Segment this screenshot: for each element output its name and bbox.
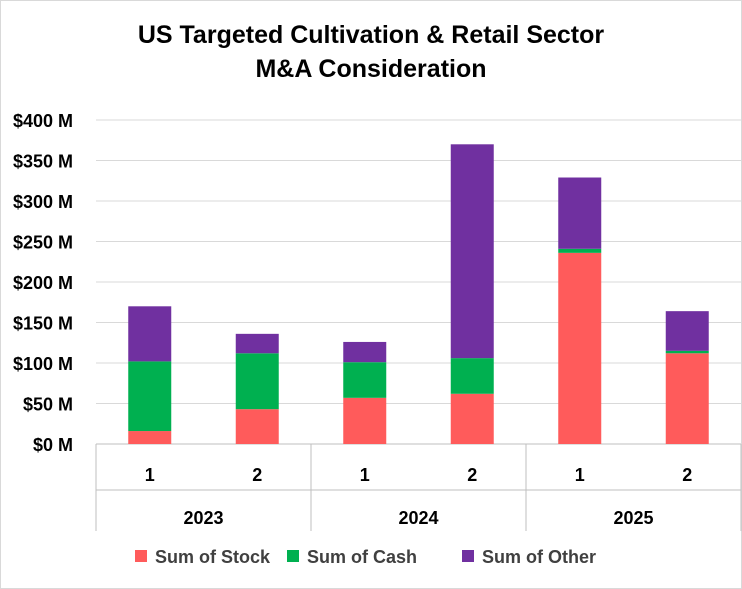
bar-sum-of-other [343,341,387,363]
legend-label: Sum of Other [482,547,596,567]
x-tick-label: 1 [145,465,155,485]
bar-sum-of-cash [450,358,494,394]
legend-label: Sum of Cash [307,547,417,567]
legend-swatch [135,550,147,562]
bar-sum-of-other [235,333,279,354]
bar-sum-of-other [450,144,494,359]
year-label: 2023 [183,508,223,528]
bar-sum-of-cash [558,248,602,253]
y-tick-label: $0 M [33,435,73,455]
bar-sum-of-other [558,177,602,249]
y-tick-label: $200 M [13,273,73,293]
bar-sum-of-cash [665,350,709,354]
y-tick-label: $400 M [13,111,73,131]
bar-sum-of-other [665,311,709,351]
y-tick-label: $250 M [13,233,73,253]
year-label: 2024 [398,508,438,528]
bar-sum-of-stock [343,397,387,444]
x-tick-label: 2 [252,465,262,485]
bar-sum-of-stock [558,252,602,444]
y-tick-label: $100 M [13,354,73,374]
x-tick-label: 2 [682,465,692,485]
year-label: 2025 [613,508,653,528]
bar-sum-of-cash [343,362,387,398]
bar-sum-of-cash [235,353,279,410]
legend-swatch [462,550,474,562]
bar-sum-of-stock [235,409,279,444]
y-tick-label: $350 M [13,152,73,172]
bar-sum-of-cash [128,361,172,432]
bar-sum-of-other [128,306,172,362]
chart-subtitle: M&A Consideration [255,55,487,83]
x-tick-label: 1 [575,465,585,485]
bar-sum-of-stock [128,431,172,444]
x-tick-label: 1 [360,465,370,485]
y-tick-label: $300 M [13,192,73,212]
chart-title-block: US Targeted Cultivation & Retail Sector … [0,18,742,86]
bar-sum-of-stock [665,353,709,444]
x-tick-label: 2 [467,465,477,485]
y-tick-label: $50 M [23,395,73,415]
y-tick-label: $150 M [13,314,73,334]
legend-label: Sum of Stock [155,547,271,567]
legend-swatch [287,550,299,562]
chart-title: US Targeted Cultivation & Retail Sector [137,21,605,49]
bar-sum-of-stock [450,393,494,444]
